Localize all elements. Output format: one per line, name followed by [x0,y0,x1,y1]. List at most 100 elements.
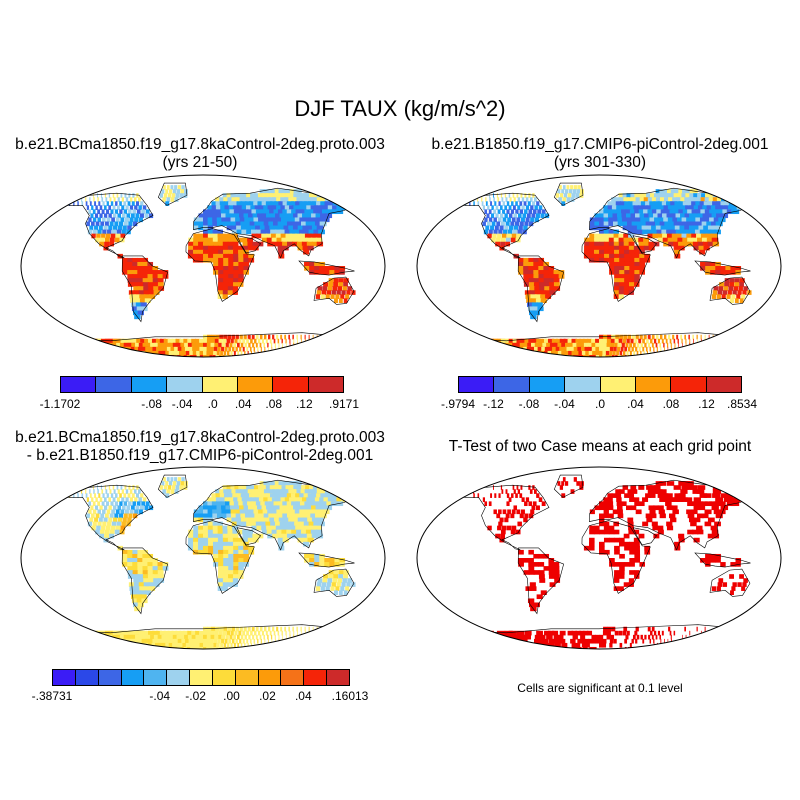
grid-cell [672,205,679,210]
grid-cell [231,521,238,527]
grid-cell [278,517,286,523]
grid-cell [283,350,286,356]
grid-cell [243,505,250,511]
grid-cell [662,233,669,239]
grid-cell [269,354,272,357]
grid-cell [518,549,524,555]
grid-cell [666,481,675,486]
grid-cell [642,638,645,644]
map-border [20,466,386,650]
grid-cell [246,193,253,198]
grid-cell [116,338,125,344]
grid-cell [152,274,159,279]
grid-cell [528,209,533,215]
grid-cell [700,266,706,271]
grid-cell [117,505,122,511]
grid-cell [251,646,252,649]
grid-cell [676,205,684,210]
grid-cell [247,501,254,507]
grid-cell [711,350,717,356]
grid-cell [291,533,299,539]
grid-cell [214,630,219,636]
grid-cell [341,201,350,206]
grid-cell [627,197,634,202]
grid-cell [608,221,614,227]
grid-cell [528,266,534,271]
grid-cell [91,205,94,210]
grid-cell [271,509,279,515]
grid-cell [332,205,341,210]
grid-cell [193,525,199,531]
grid-cell [621,342,625,348]
grid-cell [193,241,199,247]
grid-cell [513,505,518,511]
grid-cell [324,493,333,498]
grid-cell [524,209,528,215]
grid-cell [135,594,143,600]
grid-cell [233,553,239,559]
grid-cell [314,270,320,275]
grid-cell [520,338,528,344]
grid-cell [139,586,146,591]
grid-cell [265,201,273,206]
grid-cell [689,630,691,636]
grid-cell [242,533,249,539]
grid-cell [317,578,323,583]
grid-cell [87,346,98,352]
grid-cell [147,261,154,267]
grid-cell [707,241,715,247]
grid-cell [203,346,208,352]
grid-cell [679,350,682,356]
grid-cell [80,638,91,644]
grid-cell [614,545,620,551]
grid-cell [207,213,213,219]
grid-cell [633,537,640,543]
grid-cell [665,225,672,231]
grid-cell [92,209,96,215]
grid-cell [188,241,194,247]
grid-cell [212,533,219,539]
grid-cell [213,562,219,567]
grid-cell [496,193,499,198]
grid-cell [278,646,282,649]
grid-cell [241,229,248,235]
grid-cell [138,646,147,649]
grid-cell [495,354,507,357]
grid-cell [148,582,155,587]
grid-cell [493,342,503,348]
grid-cell [198,233,204,239]
grid-cell [240,513,247,519]
grid-cell [198,529,204,535]
grid-cell [724,278,730,283]
grid-cell [193,233,199,239]
grid-cell [614,257,620,263]
grid-cell [199,350,204,356]
grid-cell [274,229,282,235]
grid-cell [221,634,226,640]
grid-cell [688,517,696,523]
grid-cell [297,213,305,219]
grid-cell [219,493,226,498]
grid-cell [248,634,251,640]
grid-cell [591,638,597,644]
grid-cell [93,193,94,198]
grid-cell [593,253,600,259]
grid-cell [324,558,330,563]
grid-cell [296,642,300,648]
grid-cell [273,338,276,344]
grid-cell [693,225,701,231]
grid-cell [607,334,612,340]
grid-cell [222,286,229,291]
grid-cell [636,221,643,227]
grid-cell [257,193,265,198]
grid-cell [230,213,236,219]
grid-cell [595,634,600,640]
grid-cell [550,354,558,357]
grid-cell [301,205,310,210]
grid-cell [148,638,156,644]
grid-cell [669,193,677,198]
grid-cell [243,334,247,340]
grid-cell [693,245,700,251]
grid-cell [157,566,164,571]
grid-cell [101,501,105,507]
